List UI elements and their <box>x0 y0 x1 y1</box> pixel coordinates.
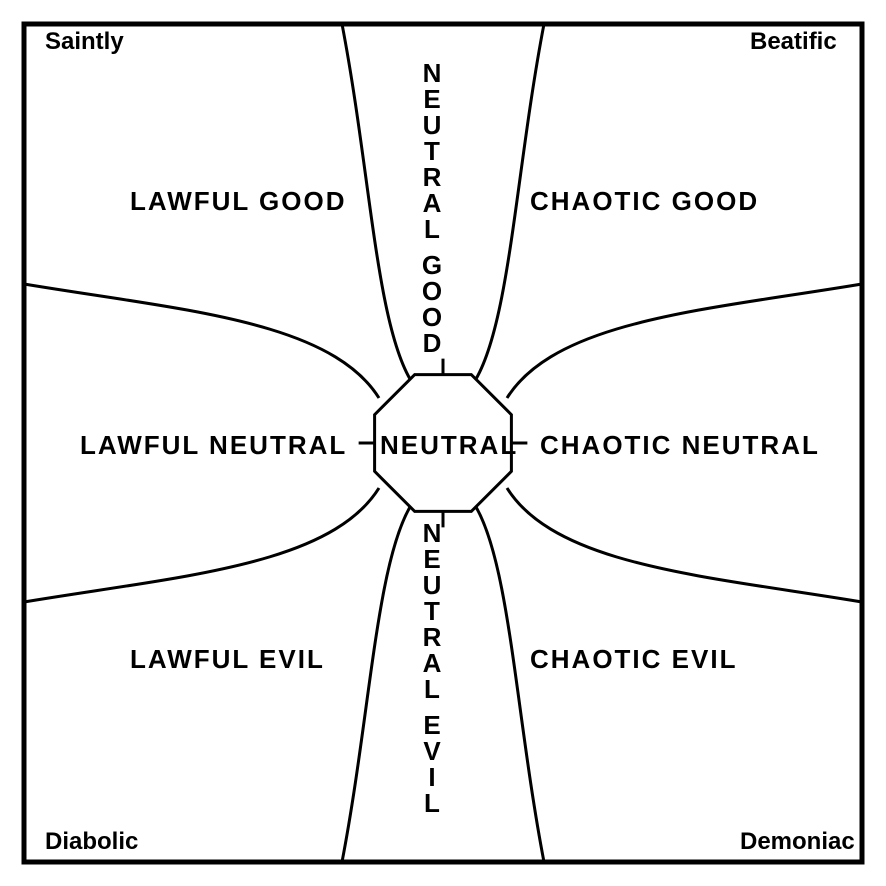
corner-label-beatific: Beatific <box>750 28 837 56</box>
corner-label-demoniac: Demoniac <box>740 828 855 856</box>
region-label-lawful-evil: LAWFUL EVIL <box>130 644 325 675</box>
region-label-neutral: NEUTRAL <box>380 430 518 461</box>
corner-label-saintly: Saintly <box>45 28 124 56</box>
corner-label-diabolic: Diabolic <box>45 828 138 856</box>
region-label-chaotic-good: CHAOTIC GOOD <box>530 186 759 217</box>
region-label-neutral-good: NEUTRAL GOOD <box>422 60 442 356</box>
region-label-neutral-evil: NEUTRAL EVIL <box>423 520 442 816</box>
region-label-lawful-good: LAWFUL GOOD <box>130 186 347 217</box>
region-label-chaotic-evil: CHAOTIC EVIL <box>530 644 737 675</box>
alignment-diagram: Saintly Beatific Diabolic Demoniac LAWFU… <box>0 0 886 886</box>
region-label-chaotic-neutral: CHAOTIC NEUTRAL <box>540 430 820 461</box>
region-label-lawful-neutral: LAWFUL NEUTRAL <box>80 430 347 461</box>
